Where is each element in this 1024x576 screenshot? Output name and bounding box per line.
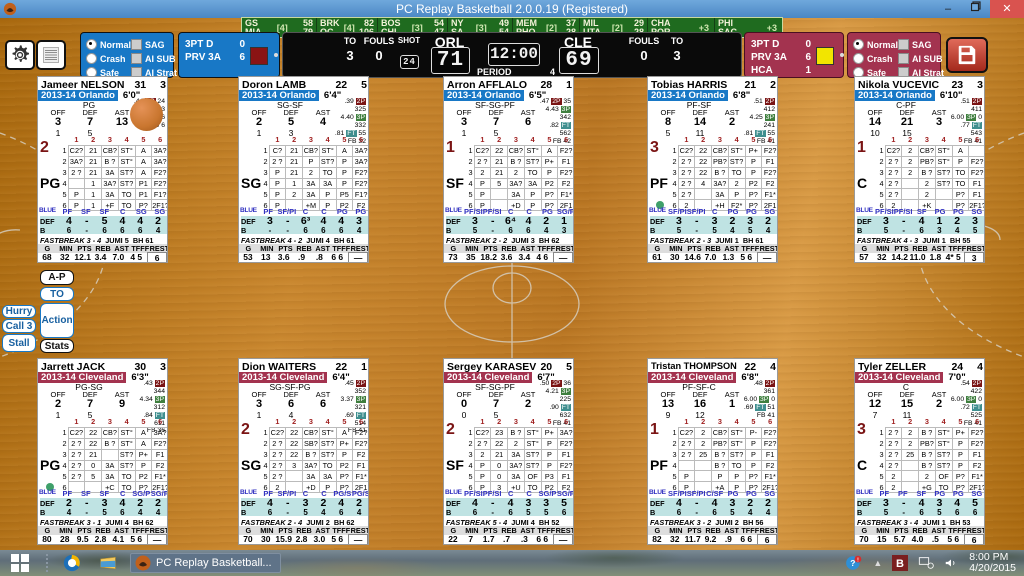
svg-text:B: B	[896, 558, 904, 570]
